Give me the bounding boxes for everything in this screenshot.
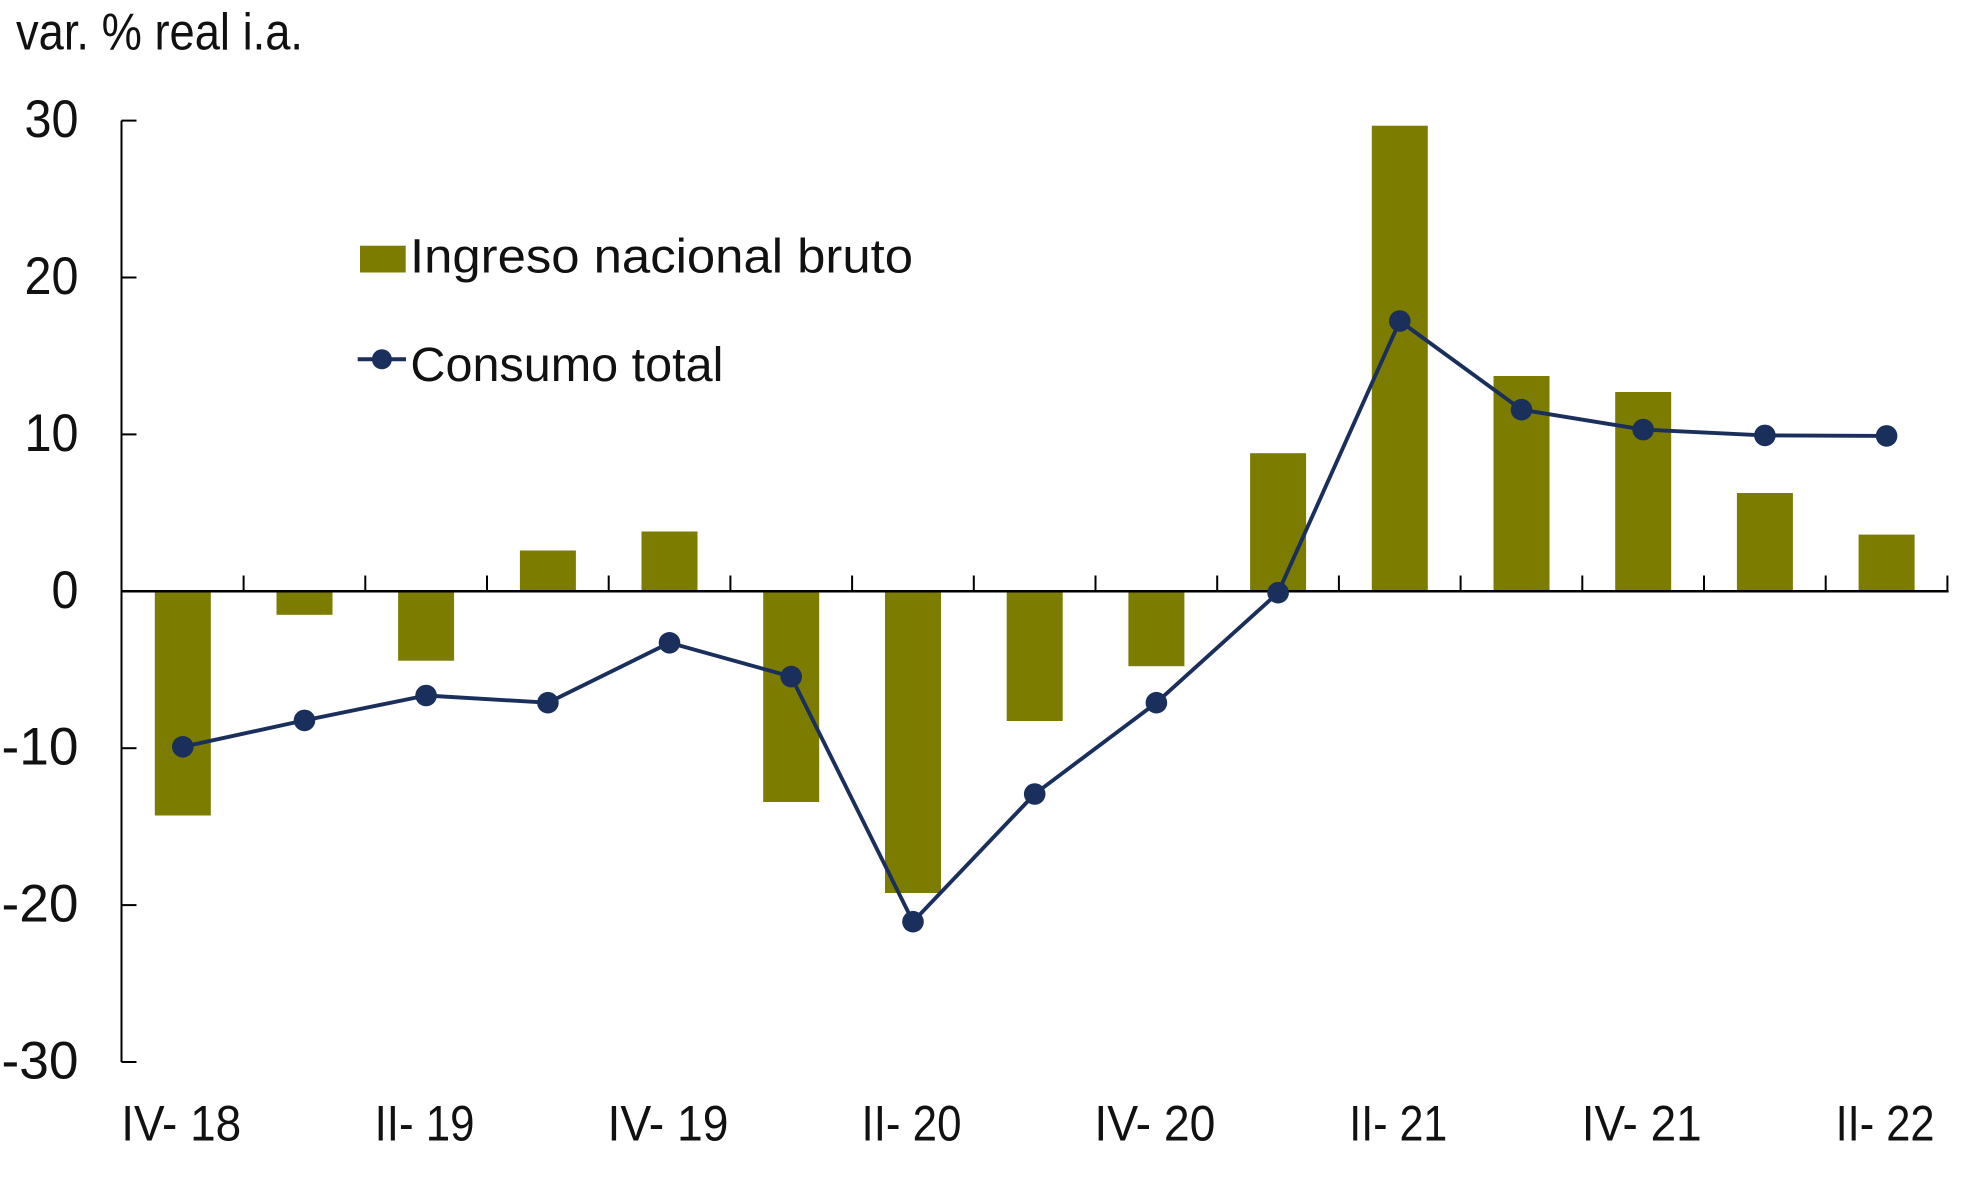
svg-text:II- 22: II- 22: [1836, 1096, 1935, 1152]
svg-text:30: 30: [25, 90, 79, 149]
svg-text:IV- 19: IV- 19: [608, 1096, 729, 1152]
svg-text:10: 10: [25, 404, 79, 463]
svg-text:II- 19: II- 19: [375, 1096, 475, 1152]
svg-text:II- 20: II- 20: [862, 1096, 962, 1152]
svg-text:IV- 18: IV- 18: [121, 1096, 241, 1152]
svg-text:-10: -10: [2, 718, 79, 777]
svg-text:-20: -20: [2, 875, 79, 934]
svg-text:20: 20: [25, 247, 79, 306]
svg-text:II- 21: II- 21: [1349, 1096, 1447, 1152]
svg-text:Consumo total: Consumo total: [410, 339, 723, 392]
svg-text:IV- 20: IV- 20: [1094, 1096, 1215, 1152]
svg-text:IV- 21: IV- 21: [1582, 1096, 1702, 1152]
svg-text:Ingreso nacional bruto: Ingreso nacional bruto: [410, 231, 913, 284]
svg-text:0: 0: [52, 561, 79, 620]
svg-text:var. % real i.a.: var. % real i.a.: [16, 4, 303, 62]
svg-text:-30: -30: [2, 1032, 79, 1091]
